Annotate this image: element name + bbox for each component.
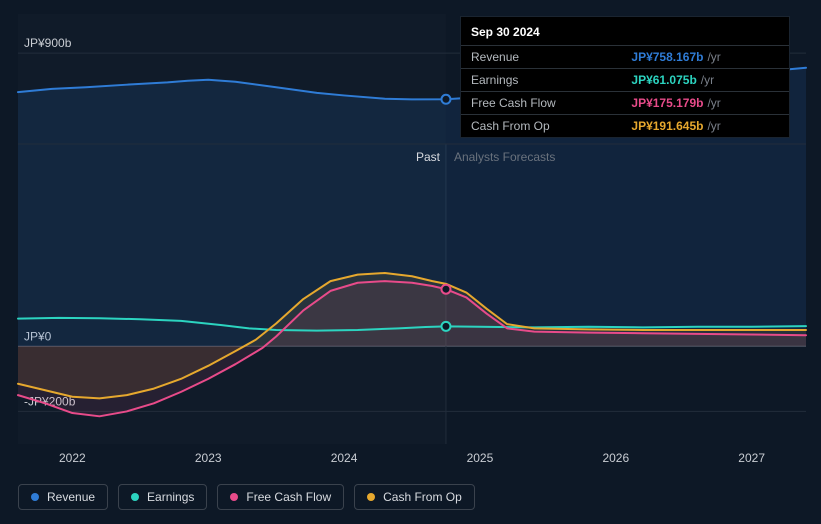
legend-item[interactable]: Earnings bbox=[118, 484, 207, 510]
legend-dot-icon bbox=[131, 493, 139, 501]
tooltip-row: Free Cash FlowJP¥175.179b/yr bbox=[461, 92, 789, 115]
legend: Revenue Earnings Free Cash Flow Cash From O… bbox=[18, 484, 475, 510]
forecast-label: Analysts Forecasts bbox=[454, 150, 555, 164]
svg-text:2025: 2025 bbox=[467, 451, 494, 465]
svg-text:2024: 2024 bbox=[331, 451, 358, 465]
tooltip-row-value: JP¥175.179b/yr bbox=[621, 92, 789, 115]
legend-dot-icon bbox=[31, 493, 39, 501]
svg-text:JP¥900b: JP¥900b bbox=[24, 36, 72, 50]
legend-dot-icon bbox=[230, 493, 238, 501]
legend-label: Revenue bbox=[47, 490, 95, 504]
tooltip-row: RevenueJP¥758.167b/yr bbox=[461, 46, 789, 69]
tooltip-row-value: JP¥61.075b/yr bbox=[621, 69, 789, 92]
legend-item[interactable]: Cash From Op bbox=[354, 484, 475, 510]
svg-text:2026: 2026 bbox=[602, 451, 629, 465]
tooltip-row: EarningsJP¥61.075b/yr bbox=[461, 69, 789, 92]
legend-label: Cash From Op bbox=[383, 490, 462, 504]
svg-text:2022: 2022 bbox=[59, 451, 86, 465]
legend-label: Earnings bbox=[147, 490, 194, 504]
tooltip-row-value: JP¥191.645b/yr bbox=[621, 115, 789, 138]
tooltip-row-label: Revenue bbox=[461, 46, 621, 69]
svg-text:2027: 2027 bbox=[738, 451, 765, 465]
legend-dot-icon bbox=[367, 493, 375, 501]
tooltip-row-label: Free Cash Flow bbox=[461, 92, 621, 115]
legend-item[interactable]: Free Cash Flow bbox=[217, 484, 344, 510]
financials-chart: JP¥900bJP¥0-JP¥200b202220232024202520262… bbox=[0, 0, 821, 524]
past-label: Past bbox=[416, 150, 440, 164]
tooltip-title: Sep 30 2024 bbox=[461, 23, 789, 45]
tooltip-row-label: Cash From Op bbox=[461, 115, 621, 138]
legend-label: Free Cash Flow bbox=[246, 490, 331, 504]
tooltip-row-value: JP¥758.167b/yr bbox=[621, 46, 789, 69]
tooltip: Sep 30 2024 RevenueJP¥758.167b/yrEarning… bbox=[460, 16, 790, 138]
legend-item[interactable]: Revenue bbox=[18, 484, 108, 510]
svg-text:2023: 2023 bbox=[195, 451, 222, 465]
tooltip-row: Cash From OpJP¥191.645b/yr bbox=[461, 115, 789, 138]
tooltip-row-label: Earnings bbox=[461, 69, 621, 92]
